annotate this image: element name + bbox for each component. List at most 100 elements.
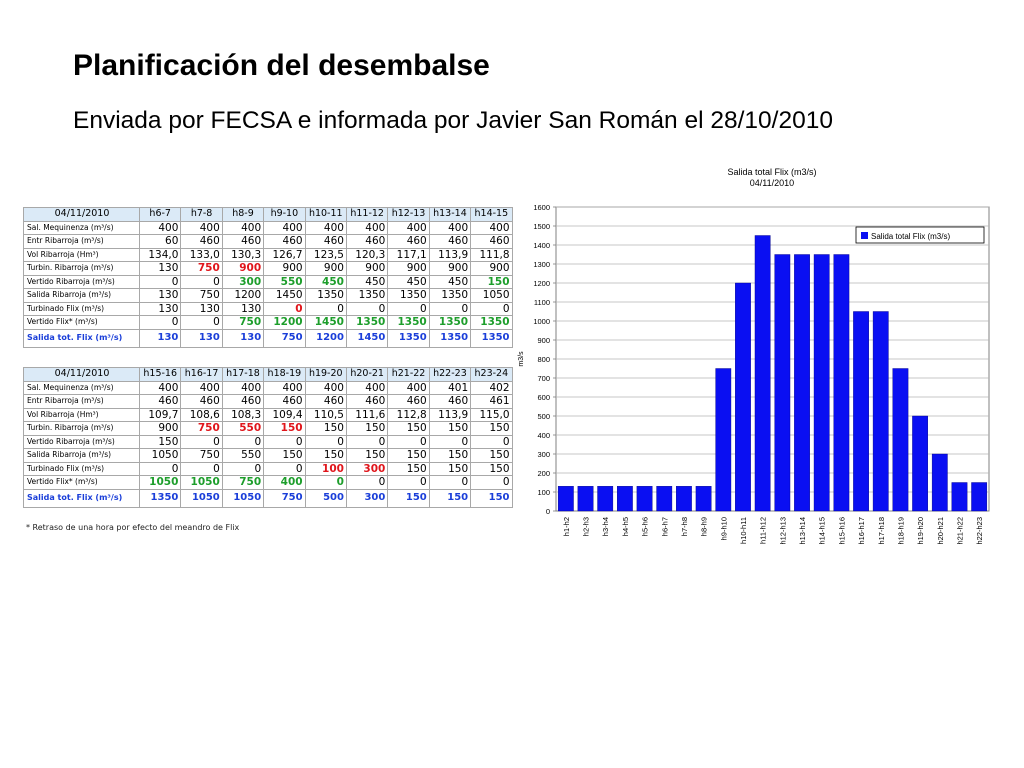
y-tick-label: 1000 [533, 317, 550, 326]
table-cell: 0 [428, 475, 472, 490]
hourly-table-1: 04/11/2010 h6-7 h7-8 h8-9 h9-10 h10-11 h11-12 h… [23, 207, 513, 348]
hour-header: h6-7 [138, 207, 182, 222]
total-cell: 500 [304, 488, 347, 508]
table-cell: 150 [470, 421, 513, 436]
table-cell: 1450 [304, 315, 347, 330]
table-cell: 0 [345, 434, 389, 449]
table-cell: 0 [221, 434, 265, 449]
total-cell: 130 [180, 328, 223, 348]
total-cell: 300 [345, 488, 389, 508]
bar [695, 486, 712, 512]
table-cell: 150 [263, 448, 306, 463]
bar [833, 254, 850, 512]
table-cell: 0 [138, 315, 182, 330]
y-tick-label: 400 [537, 431, 550, 440]
table-cell: 750 [180, 261, 223, 276]
table-cell: 150 [263, 421, 306, 436]
table-cell: 150 [470, 274, 513, 289]
table-row: Sal. Mequinenza (m³/s) 400 400 400 400 400 400… [23, 220, 513, 235]
table-cell: 0 [387, 301, 430, 316]
hour-header: h11-12 [345, 207, 389, 222]
table-row: Vol Ribarroja (Hm³) 134,0 133,0 130,3 126,7 1… [23, 247, 513, 262]
table-cell: 0 [387, 434, 430, 449]
x-tick-label: h16-h17 [857, 517, 866, 545]
total-cell: 150 [387, 488, 430, 508]
table-cell: 460 [221, 234, 265, 249]
table-cell: 150 [345, 448, 389, 463]
table-cell: 133,0 [180, 247, 223, 262]
row-label: Turbinado Flix (m³/s) [23, 301, 140, 316]
total-cell: 150 [428, 488, 472, 508]
table-cell: 450 [428, 274, 472, 289]
table-cell: 130 [221, 301, 265, 316]
table-cell: 460 [470, 234, 513, 249]
bar [715, 368, 732, 512]
row-label: Sal. Mequinenza (m³/s) [23, 220, 140, 235]
table-cell: 400 [263, 220, 306, 235]
table-cell: 400 [345, 220, 389, 235]
x-tick-label: h17-h18 [877, 517, 886, 545]
table-cell: 400 [180, 380, 223, 395]
table-row: Entr Ribarroja (m³/s) 60 460 460 460 460 460 46… [23, 234, 513, 249]
table-cell: 300 [221, 274, 265, 289]
y-tick-label: 300 [537, 450, 550, 459]
total-cell: 1450 [345, 328, 389, 348]
table-cell: 108,3 [221, 407, 265, 422]
x-tick-label: h20-h21 [936, 517, 945, 545]
table-cell: 0 [304, 301, 347, 316]
table-cell: 150 [345, 421, 389, 436]
table-cell: 109,4 [263, 407, 306, 422]
table-cell: 900 [221, 261, 265, 276]
row-label: Turbinado Flix (m³/s) [23, 461, 140, 476]
table-cell: 400 [387, 380, 430, 395]
flow-bar-chart: Salida total Flix (m3/s)04/11/2010010020… [515, 160, 995, 550]
hour-header: h10-11 [304, 207, 347, 222]
row-label: Vertido Ribarroja (m³/s) [23, 434, 140, 449]
table-cell: 1450 [263, 288, 306, 303]
table-cell: 130 [138, 301, 182, 316]
table-row: Entr Ribarroja (m³/s) 460 460 460 460 460 460 4… [23, 394, 513, 409]
row-label: Turbin. Ribarroja (m³/s) [23, 261, 140, 276]
legend-label: Salida total Flix (m3/s) [871, 232, 950, 241]
total-row: Salida tot. Flix (m³/s) 1350 1050 1050 750 50… [23, 488, 513, 508]
x-tick-label: h9-h10 [719, 517, 728, 540]
table-cell: 1350 [428, 288, 472, 303]
hour-header: h7-8 [180, 207, 223, 222]
table-cell: 110,5 [304, 407, 347, 422]
table-cell: 750 [221, 315, 265, 330]
table-cell: 150 [138, 434, 182, 449]
table-cell: 0 [263, 461, 306, 476]
table-cell: 0 [345, 475, 389, 490]
table-cell: 460 [428, 394, 472, 409]
y-axis-label: m3/s [518, 351, 525, 367]
table-cell: 550 [221, 448, 265, 463]
table-cell: 460 [387, 234, 430, 249]
table-cell: 1200 [221, 288, 265, 303]
chart-title: Salida total Flix (m3/s) [727, 167, 816, 177]
total-cell: 1200 [304, 328, 347, 348]
x-tick-label: h1-h2 [562, 517, 571, 536]
table-cell: 113,9 [428, 407, 472, 422]
table-cell: 401 [428, 380, 472, 395]
table-row: Turbinado Flix (m³/s) 130 130 130 0 0 0 0 0 0 [23, 301, 513, 316]
table-row: Vertido Ribarroja (m³/s) 0 0 300 550 450 450 45… [23, 274, 513, 289]
row-label: Salida Ribarroja (m³/s) [23, 448, 140, 463]
table-cell: 1200 [263, 315, 306, 330]
table-cell: 550 [263, 274, 306, 289]
row-label: Vertido Flix* (m³/s) [23, 475, 140, 490]
table-cell: 100 [304, 461, 347, 476]
bar [931, 453, 948, 512]
x-tick-label: h6-h7 [660, 517, 669, 536]
table-cell: 400 [304, 380, 347, 395]
bar [557, 486, 574, 512]
table-cell: 900 [304, 261, 347, 276]
table-cell: 0 [180, 315, 223, 330]
table-cell: 130 [138, 288, 182, 303]
bar [951, 482, 968, 512]
table-cell: 400 [345, 380, 389, 395]
row-label: Sal. Mequinenza (m³/s) [23, 380, 140, 395]
x-tick-label: h13-h14 [798, 517, 807, 545]
hour-header: h8-9 [221, 207, 265, 222]
table-cell: 900 [387, 261, 430, 276]
hour-header: h22-23 [428, 367, 472, 382]
